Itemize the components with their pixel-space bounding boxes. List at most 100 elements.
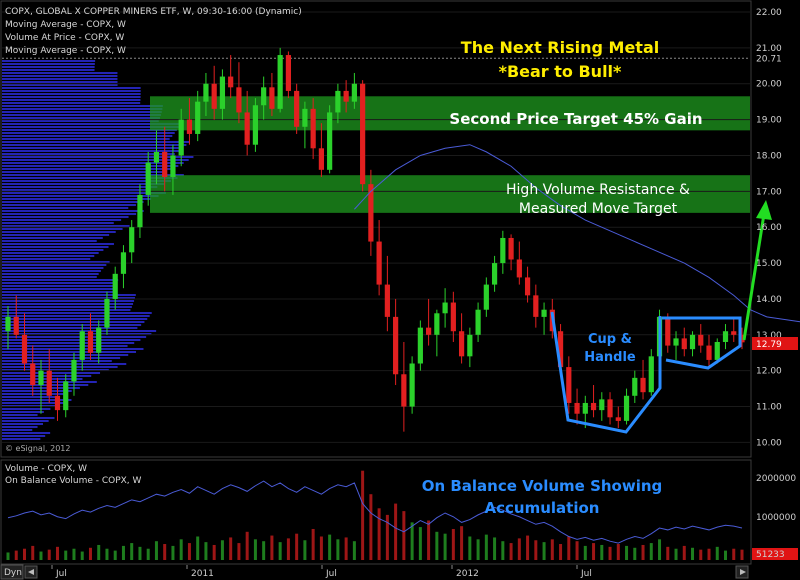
vap-bar — [2, 249, 104, 251]
candle-body — [219, 76, 226, 109]
vap-bar — [2, 138, 170, 140]
vap-bar — [2, 273, 99, 275]
vap-bar — [2, 369, 109, 371]
vap-bar — [2, 258, 91, 260]
candle-body — [178, 119, 184, 156]
volume-bar — [88, 547, 92, 560]
candle-body — [434, 313, 440, 335]
volume-bar — [732, 548, 736, 560]
vap-bar — [2, 90, 141, 92]
obv-label-line-2: Accumulation — [485, 499, 600, 517]
volume-bar — [171, 545, 175, 560]
candle-body — [112, 273, 118, 299]
vap-bar — [2, 96, 141, 98]
last-price-tag — [752, 337, 798, 350]
vap-bar — [2, 180, 171, 182]
vap-bar — [2, 105, 163, 107]
candle-body — [302, 108, 308, 127]
volume-bar — [550, 539, 554, 560]
vap-bar — [2, 264, 107, 266]
volume-bar — [699, 549, 703, 560]
vap-bar — [2, 423, 43, 425]
vap-bar — [2, 132, 175, 134]
vap-bar — [2, 279, 119, 281]
candle-body — [500, 237, 506, 264]
price-tick-label: 12.00 — [756, 367, 782, 377]
vap-bar — [2, 75, 118, 77]
target-zone-2 — [150, 175, 750, 213]
vap-bar — [2, 192, 166, 194]
price-tick-label: 11.00 — [756, 403, 782, 413]
lower-legend-line-2: On Balance Volume - COPX, W — [5, 476, 142, 486]
volume-bar — [154, 541, 158, 560]
vap-bar — [2, 207, 129, 209]
volume-bar — [649, 543, 653, 560]
candle-body — [153, 151, 160, 163]
candle-body — [310, 108, 316, 149]
candle-body — [129, 227, 135, 253]
vap-bar — [2, 261, 110, 263]
candle-body — [574, 402, 580, 414]
vap-bar — [2, 420, 49, 422]
candle-body — [590, 402, 597, 411]
price-tick-label: 10.00 — [756, 438, 782, 448]
vap-bar — [2, 429, 33, 431]
vap-bar — [2, 402, 65, 404]
volume-bar — [385, 514, 389, 560]
vap-bar — [2, 309, 131, 311]
candle-body — [681, 338, 687, 350]
volume-bar — [22, 548, 26, 560]
volume-bar — [641, 544, 645, 560]
volume-bar — [303, 540, 307, 560]
vap-bar — [2, 312, 152, 314]
volume-bar — [97, 544, 101, 560]
volume-panel-frame — [0, 459, 752, 565]
candle-body — [96, 327, 102, 353]
volume-bar — [138, 546, 142, 560]
candle-body — [145, 162, 151, 195]
vap-bar — [2, 411, 44, 413]
price-tick-label: 20.00 — [756, 80, 782, 90]
volume-bar — [270, 535, 274, 560]
volume-bar — [468, 536, 472, 560]
volume-bar — [146, 548, 150, 560]
pattern-label-line-2: Handle — [584, 350, 636, 365]
vap-bar — [2, 300, 135, 302]
vap-bar — [2, 240, 97, 242]
vap-bar — [2, 366, 118, 368]
price-panel-frame — [0, 0, 752, 458]
volume-bar — [361, 470, 365, 560]
volume-tick-1000000: 1000000 — [756, 513, 796, 523]
volume-bar — [55, 546, 59, 560]
volume-bar — [212, 544, 216, 560]
vap-bar — [2, 426, 38, 428]
volume-bar — [592, 543, 596, 560]
dyn-button[interactable] — [0, 564, 24, 580]
vap-bar — [2, 147, 183, 149]
volume-bar — [575, 541, 579, 560]
vap-bar — [2, 435, 46, 437]
candle-body — [491, 263, 498, 285]
vap-bar — [2, 183, 165, 185]
volume-bar — [237, 543, 241, 560]
candle-body — [524, 277, 531, 296]
time-axis: Jul 2011 Jul 2012 Jul — [51, 565, 592, 579]
volume-bar — [105, 548, 109, 560]
candle-body — [137, 194, 143, 228]
volume-bar — [47, 549, 51, 560]
candle-body — [211, 83, 217, 109]
candle-body — [13, 316, 19, 335]
candle-body — [87, 331, 94, 353]
scroll-left-icon[interactable] — [24, 565, 38, 579]
candle-body — [640, 377, 646, 393]
vap-bar — [2, 270, 101, 272]
volume-bar — [14, 550, 18, 560]
volume-bar — [163, 544, 167, 560]
scroll-right-icon[interactable] — [735, 565, 749, 579]
vap-bar — [2, 288, 115, 290]
volume-bar — [72, 548, 76, 560]
vap-bar — [2, 330, 157, 332]
price-tick-label: 17.00 — [756, 187, 782, 197]
candle-body — [533, 295, 539, 317]
